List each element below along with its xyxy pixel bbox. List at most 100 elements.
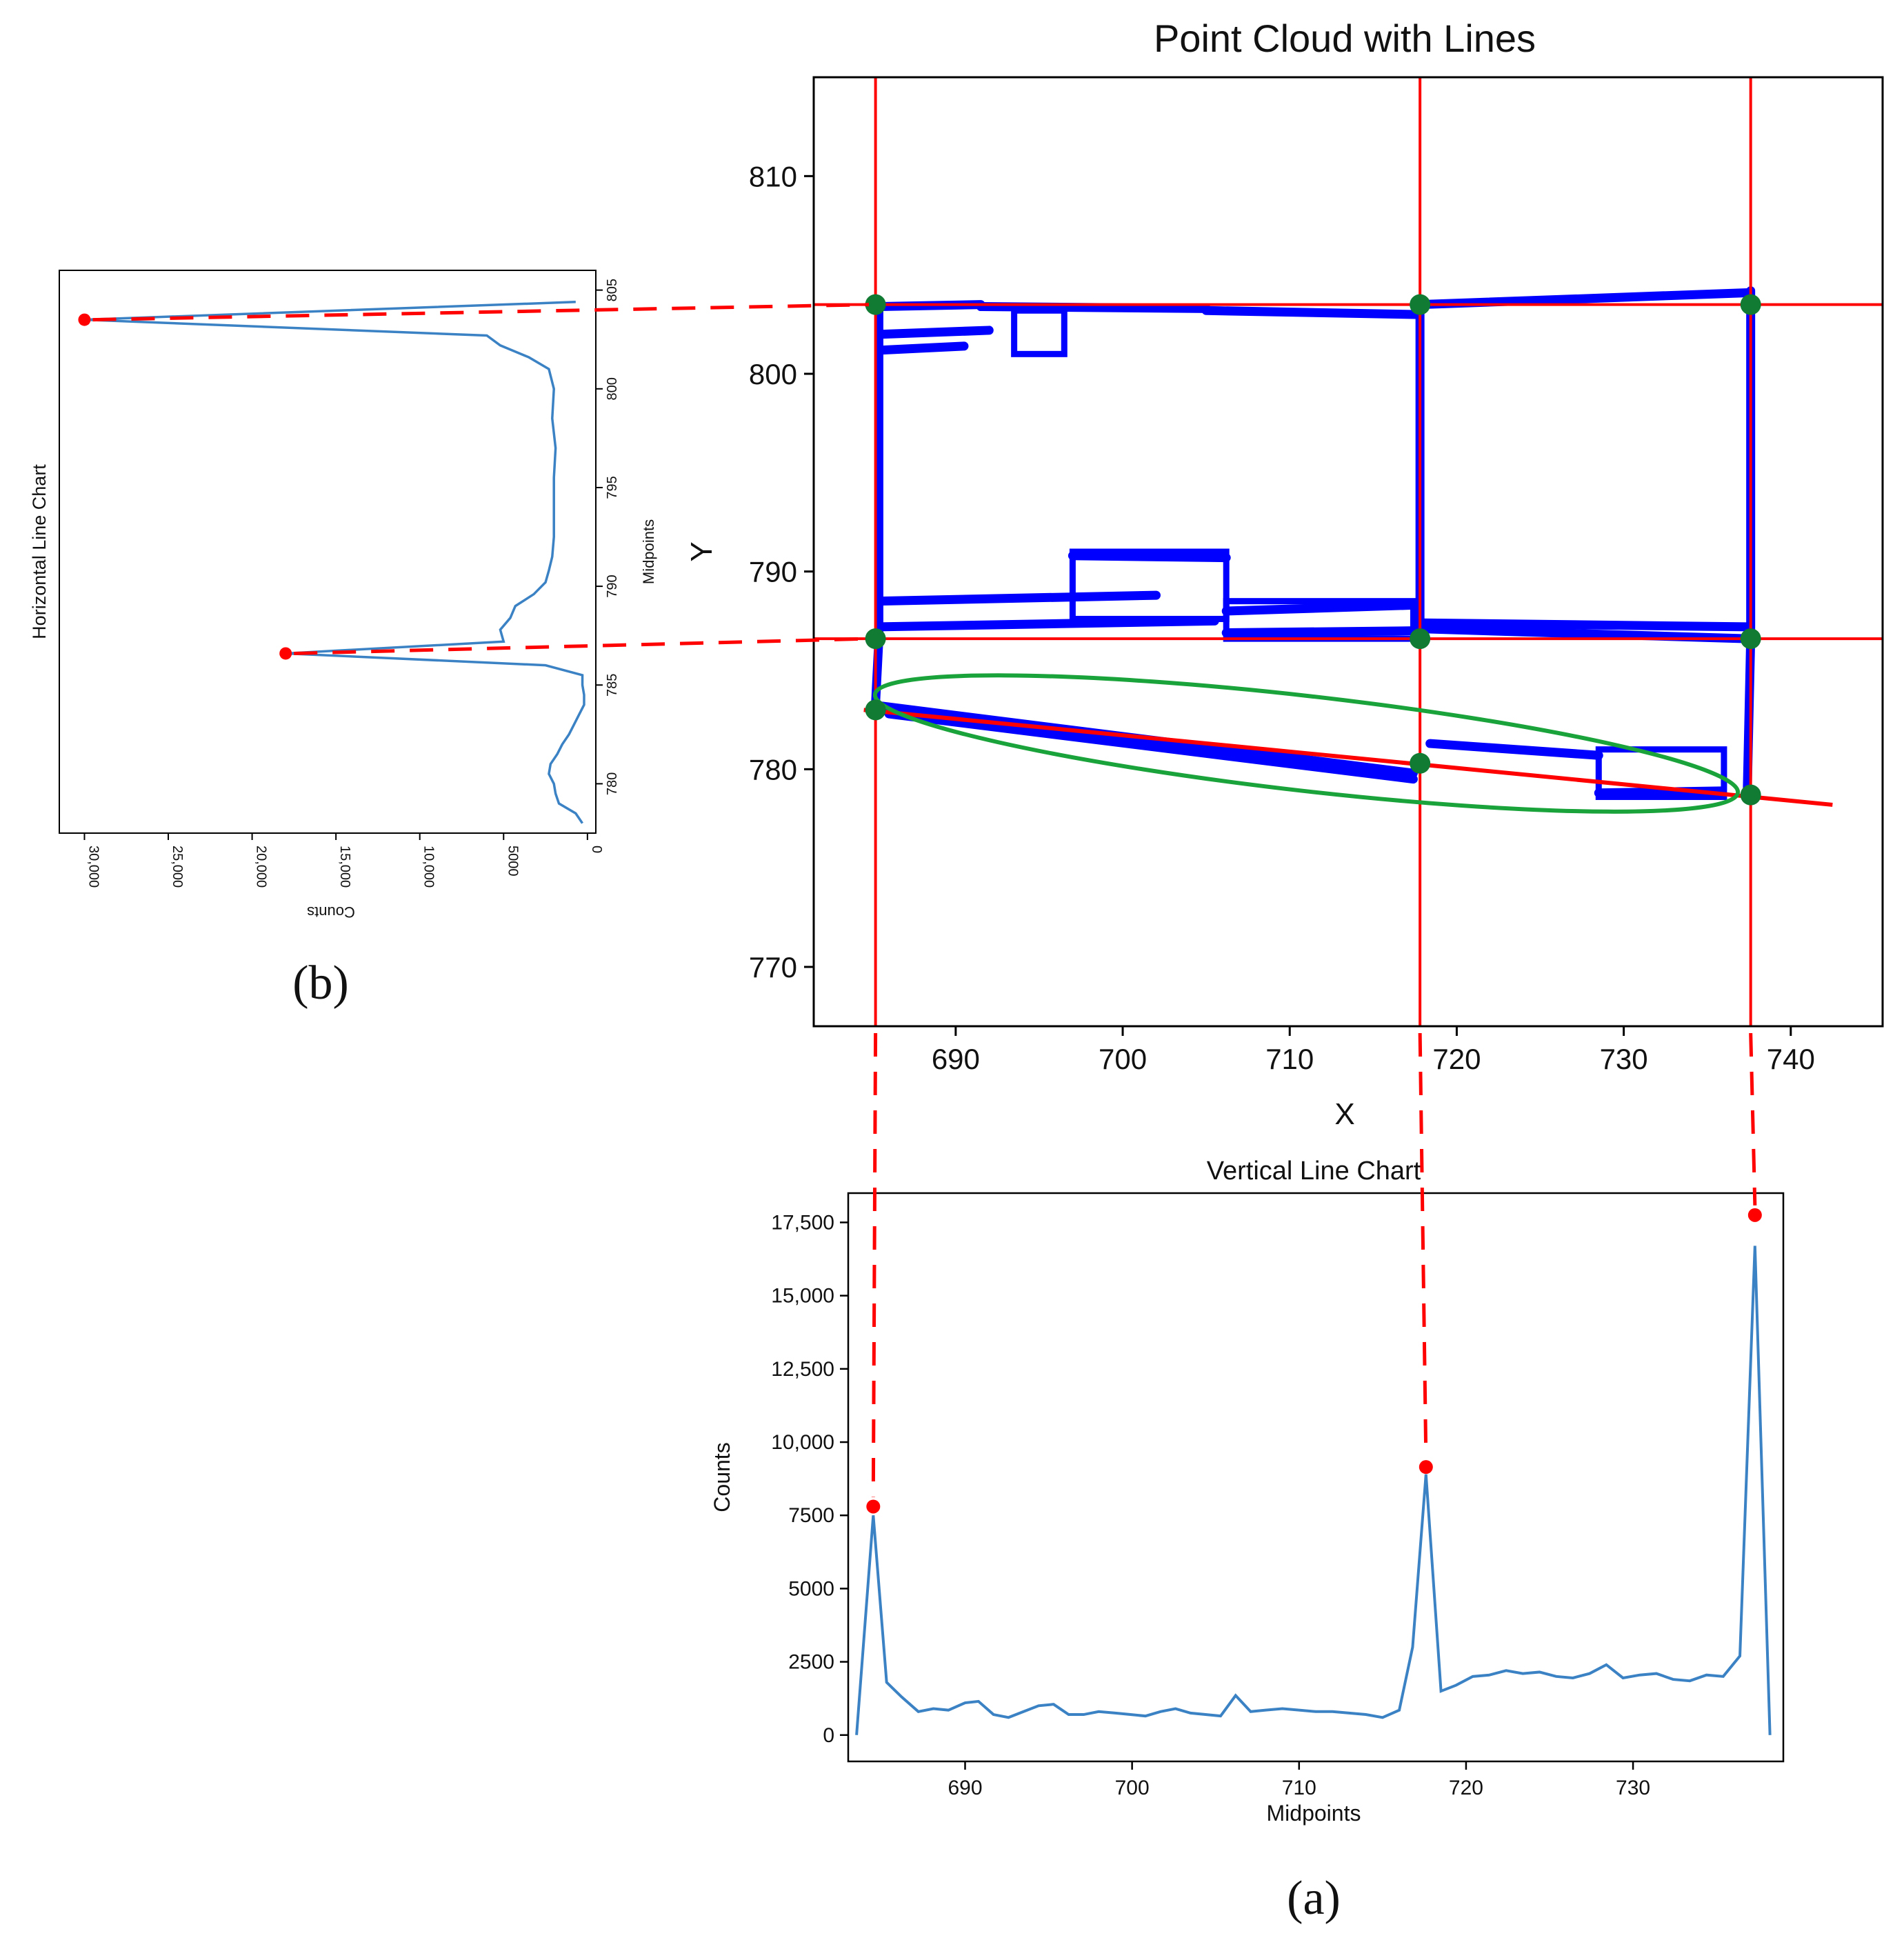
intersection-point-3	[865, 628, 886, 650]
vertical-chart-axes-frame	[847, 1192, 1785, 1763]
midpoint-tick-label-805: 805	[605, 279, 620, 301]
y-tick-label-790: 790	[749, 556, 797, 588]
horizontal-chart-midpoints-label: Midpoints	[640, 519, 657, 584]
x-tick-label-710: 710	[1265, 1043, 1314, 1075]
vc-y-tick-label-0: 0	[823, 1724, 834, 1747]
point-cloud-segment-4	[877, 326, 994, 339]
vertical-connector-2	[1749, 1032, 1757, 1206]
horizontal-chart-series-line	[84, 301, 585, 824]
count-tick-label-15000: 15,000	[337, 846, 352, 888]
vc-y-tick-label-2500: 2500	[788, 1651, 834, 1674]
vertical-connector-1	[1418, 1032, 1428, 1458]
horizontal-chart-midpoint-ticks: 780 785 790 795 800 805	[596, 279, 620, 795]
point-cloud-y-label: Y	[685, 541, 719, 561]
vc-y-tick-label-7500: 7500	[788, 1504, 834, 1527]
vertical-chart-x-ticks: 690 700 710 720 730	[948, 1761, 1650, 1799]
point-cloud-x-ticks: 690 700 710 720 730 740	[932, 1026, 1815, 1075]
point-cloud-axes-frame	[812, 76, 1884, 1028]
midpoint-tick-label-785: 785	[605, 674, 620, 697]
point-cloud-segment-11	[1068, 551, 1231, 563]
point-cloud-segment-2	[1201, 306, 1420, 319]
point-cloud-segment-20	[1425, 739, 1603, 760]
vc-x-tick-label-720: 720	[1449, 1777, 1483, 1799]
count-tick-label-10000: 10,000	[421, 846, 437, 888]
count-tick-label-25000: 25,000	[170, 846, 185, 888]
horizontal-chart-count-ticks: 0 5000 10,000 15,000 20,000 25,000 30,000	[83, 833, 604, 888]
panel-label-a: (a)	[1287, 1872, 1341, 1925]
intersection-point-0	[865, 294, 886, 315]
horizontal-chart-data	[78, 301, 585, 824]
point-cloud-segment-9	[874, 590, 1161, 606]
vertical-line-chart: Vertical Line Chart 690 700 710 720 730 0 250…	[710, 1157, 1785, 1826]
intersection-point-6	[865, 699, 886, 721]
vertical-connector-0	[871, 1032, 878, 1497]
horizontal-chart-axes-frame	[59, 270, 597, 834]
vertical-chart-peak-1	[1419, 1460, 1433, 1475]
horizontal-chart-peak-0	[279, 647, 292, 660]
point-cloud-chart: Point Cloud with Lines 690 700 710 720 730 74…	[685, 17, 1884, 1131]
intersection-point-8	[1740, 784, 1761, 806]
vertical-chart-x-label: Midpoints	[1267, 1801, 1361, 1826]
vc-x-tick-label-700: 700	[1115, 1777, 1150, 1799]
vertical-chart-data	[855, 1208, 1772, 1735]
point-cloud-segment-3	[1415, 288, 1752, 310]
green-ellipse	[872, 673, 1741, 814]
point-cloud-segment-5	[877, 341, 969, 355]
midpoint-tick-label-800: 800	[605, 377, 620, 400]
vertical-chart-peak-0	[866, 1499, 881, 1514]
sloped-red-line	[863, 708, 1833, 807]
point-cloud-segment-15	[1419, 618, 1752, 632]
y-tick-label-780: 780	[749, 753, 797, 786]
point-cloud-segment-1	[976, 302, 1211, 313]
horizontal-connector-0	[294, 637, 870, 655]
vertical-chart-series-line	[855, 1246, 1772, 1735]
horizontal-chart-counts-label: Counts	[307, 903, 355, 921]
x-tick-label-690: 690	[932, 1043, 980, 1075]
vc-y-tick-label-10000: 10,000	[771, 1431, 834, 1454]
panel-label-b: (b)	[292, 957, 349, 1010]
x-tick-label-740: 740	[1767, 1043, 1815, 1075]
horizontal-connector-1	[92, 303, 870, 322]
x-tick-label-700: 700	[1099, 1043, 1147, 1075]
x-tick-label-720: 720	[1432, 1043, 1481, 1075]
vertical-chart-y-ticks: 0 2500 5000 7500 10,000 12,500 15,000 17,500	[771, 1211, 848, 1747]
horizontal-chart-peak-1	[78, 313, 91, 326]
intersection-point-7	[1410, 752, 1431, 774]
point-cloud-segment-19	[884, 709, 1418, 784]
count-tick-label-30000: 30,000	[86, 846, 101, 888]
y-tick-label-810: 810	[749, 160, 797, 192]
connector-dashed-lines	[92, 303, 1757, 1497]
point-cloud-overlay	[814, 77, 1883, 1026]
vertical-chart-title: Vertical Line Chart	[1207, 1157, 1421, 1186]
vc-y-tick-label-5000: 5000	[788, 1577, 834, 1600]
y-tick-label-770: 770	[749, 951, 797, 983]
point-cloud-y-ticks: 770 780 790 800 810	[749, 160, 814, 983]
vc-x-tick-label-710: 710	[1282, 1777, 1316, 1799]
intersection-point-4	[1410, 628, 1431, 650]
vc-y-tick-label-17500: 17,500	[771, 1211, 834, 1234]
intersection-point-1	[1410, 294, 1431, 315]
y-tick-label-800: 800	[749, 358, 797, 390]
point-cloud-title: Point Cloud with Lines	[1154, 17, 1536, 60]
midpoint-tick-label-790: 790	[605, 574, 620, 597]
vc-x-tick-label-730: 730	[1616, 1777, 1650, 1799]
point-cloud-segment-14	[1419, 624, 1752, 643]
count-tick-label-5000: 5000	[505, 846, 520, 877]
intersection-point-2	[1740, 294, 1761, 315]
vc-x-tick-label-690: 690	[948, 1777, 982, 1799]
midpoint-tick-label-795: 795	[605, 476, 620, 499]
vc-y-tick-label-12500: 12,500	[771, 1358, 834, 1381]
count-tick-label-0: 0	[589, 846, 604, 853]
point-cloud-segment-13	[1221, 626, 1418, 638]
vertical-chart-peak-2	[1747, 1208, 1762, 1222]
horizontal-chart-title: Horizontal Line Chart	[29, 464, 50, 639]
count-tick-label-20000: 20,000	[254, 846, 269, 888]
point-cloud-x-label: X	[1334, 1097, 1354, 1131]
intersection-point-5	[1740, 628, 1761, 650]
x-tick-label-730: 730	[1600, 1043, 1648, 1075]
point-cloud-rect-1	[1069, 548, 1230, 622]
point-cloud-rect-3	[1595, 746, 1727, 800]
